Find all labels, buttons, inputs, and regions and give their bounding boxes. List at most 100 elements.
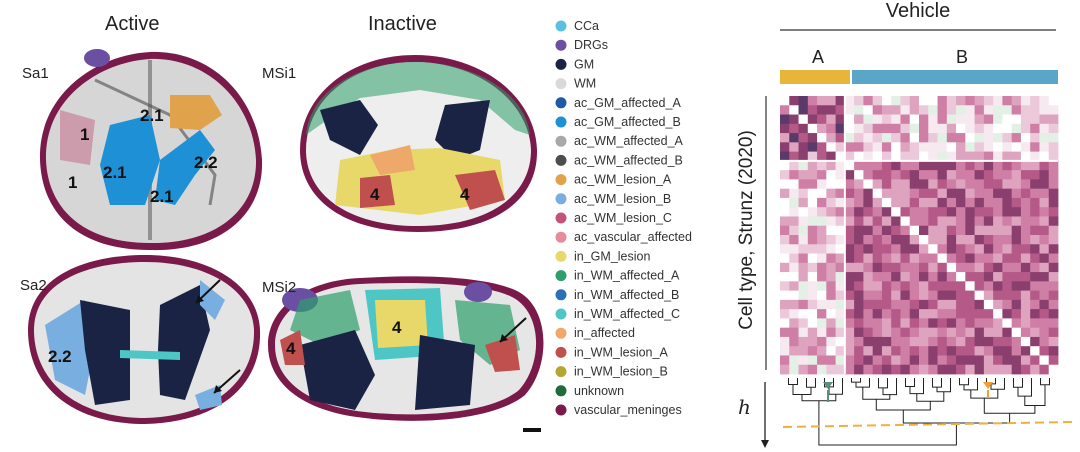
- heatmap-cell: [993, 299, 1003, 310]
- dendrogram-branch: [788, 378, 798, 385]
- heatmap-cell: [872, 290, 883, 301]
- heatmap-cell: [789, 346, 799, 356]
- heatmap-cell: [807, 216, 818, 227]
- heatmap-cell: [872, 216, 883, 227]
- dendrogram-branch: [1024, 384, 1046, 406]
- heatmap-cell: [1020, 179, 1031, 190]
- legend-label: in_affected: [574, 326, 635, 340]
- heatmap-cell: [974, 188, 985, 199]
- heatmap-cell: [789, 355, 799, 366]
- heatmap-cell: [1048, 355, 1059, 366]
- heatmap-cell: [1030, 272, 1040, 282]
- heatmap-cell: [863, 235, 874, 245]
- heatmap-cell: [1030, 309, 1040, 319]
- heatmap-cell: [1030, 151, 1040, 162]
- heatmap-cell: [835, 336, 846, 347]
- heatmap-cell: [993, 235, 1003, 245]
- dendrogram-branch: [1040, 378, 1050, 386]
- heatmap-cell: [919, 299, 929, 310]
- heatmap-cell: [891, 309, 901, 319]
- heatmap-cell: [1002, 96, 1013, 106]
- section-sa1: [39, 49, 263, 251]
- heatmap-cell: [826, 262, 836, 273]
- heatmap-cell: [928, 170, 938, 180]
- heatmap-cell: [974, 123, 985, 134]
- sample-label-msi1: MSi1: [262, 65, 296, 82]
- heatmap-cell: [909, 105, 920, 115]
- heatmap-cell: [909, 216, 920, 227]
- heatmap-cell: [956, 170, 966, 180]
- heatmap-cell: [993, 151, 1003, 162]
- heatmap-cell: [937, 364, 948, 375]
- heatmap-cell: [844, 123, 855, 134]
- heatmap-cell: [993, 364, 1003, 375]
- heatmap-cell: [946, 160, 957, 171]
- dendrogram-branch: [806, 378, 816, 388]
- heatmap-cell: [1030, 253, 1040, 264]
- heatmap-cell: [1011, 355, 1022, 366]
- heatmap-cell: [844, 170, 855, 180]
- heatmap-cell: [872, 123, 883, 134]
- heatmap-cell: [1048, 133, 1059, 143]
- heatmap-cell: [780, 272, 790, 282]
- heatmap-cell: [789, 207, 799, 217]
- heatmap-cell: [780, 244, 790, 254]
- heatmap-cell: [1020, 142, 1031, 152]
- heatmap-cell: [854, 336, 864, 347]
- heatmap-cell: [1002, 160, 1013, 171]
- heatmap-cell: [1011, 309, 1022, 319]
- heatmap-cell: [891, 207, 901, 217]
- heatmap-cell: [919, 253, 929, 264]
- heatmap-cell: [1011, 179, 1022, 190]
- heatmap-cell: [826, 299, 836, 310]
- heatmap-cell: [1039, 290, 1050, 301]
- heatmap-cell: [863, 244, 874, 254]
- heatmap-cell: [881, 197, 892, 208]
- heatmap-cell: [844, 235, 855, 245]
- heatmap-cell: [780, 151, 790, 162]
- heatmap-cell: [974, 364, 985, 375]
- heatmap-cell: [956, 309, 966, 319]
- heatmap-cell: [928, 123, 938, 134]
- heatmap-cell: [1048, 290, 1059, 301]
- heatmap-cell: [807, 123, 818, 134]
- heatmap-cell: [826, 160, 836, 171]
- heatmap-cell: [817, 336, 827, 347]
- heatmap-cell: [956, 272, 966, 282]
- heatmap-cell: [928, 114, 938, 125]
- heatmap-cell: [1011, 216, 1022, 227]
- heatmap-cell: [872, 142, 883, 152]
- heatmap-cell: [919, 170, 929, 180]
- heatmap-cell: [900, 105, 911, 115]
- heatmap-cell: [1039, 114, 1050, 125]
- heatmap-cell: [780, 281, 790, 291]
- heatmap-cell: [928, 133, 938, 143]
- heatmap-cell: [909, 253, 920, 264]
- heatmap-cell: [1002, 272, 1013, 282]
- heatmap-cell: [817, 151, 827, 162]
- heatmap-cell: [993, 225, 1003, 236]
- dendrogram-branch: [932, 378, 942, 388]
- heatmap-cell: [807, 188, 818, 199]
- heatmap-cell: [835, 133, 846, 143]
- heatmap-cell: [780, 225, 790, 236]
- heatmap-cell: [946, 309, 957, 319]
- heatmap-cell: [807, 355, 818, 366]
- heatmap-cell: [993, 253, 1003, 264]
- heatmap-cell: [807, 197, 818, 208]
- legend-label: DRGs: [574, 38, 608, 52]
- heatmap-cell: [798, 188, 809, 199]
- heatmap-cell: [863, 105, 874, 115]
- heatmap-cell: [1002, 133, 1013, 143]
- heatmap-cell: [798, 151, 809, 162]
- heatmap-cell: [826, 123, 836, 134]
- heatmap-cell: [919, 318, 929, 329]
- heatmap-cell: [835, 179, 846, 190]
- heatmap-cell: [881, 318, 892, 329]
- heatmap-cell: [946, 151, 957, 162]
- heatmap-cell: [1002, 123, 1013, 134]
- heatmap-cell: [956, 142, 966, 152]
- heatmap-cell: [983, 160, 994, 171]
- heatmap-cell: [807, 179, 818, 190]
- heatmap-cell: [974, 160, 985, 171]
